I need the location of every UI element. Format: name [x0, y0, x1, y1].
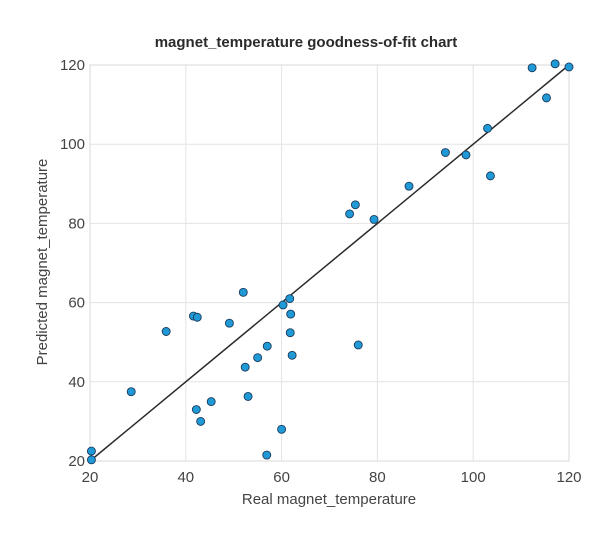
data-point — [440, 148, 450, 157]
data-point — [240, 362, 250, 372]
data-point — [350, 200, 360, 210]
fit-line-layer — [89, 64, 570, 462]
data-point — [126, 387, 136, 397]
x-tick-label: 100 — [461, 469, 486, 486]
y-tick-label: 80 — [68, 215, 85, 232]
y-tick-label: 40 — [68, 374, 85, 391]
x-axis-label: Real magnet_temperature — [242, 491, 416, 508]
data-point — [191, 405, 201, 414]
y-tick-label: 20 — [68, 453, 85, 470]
x-tick-label: 20 — [82, 469, 99, 486]
data-point — [485, 171, 495, 181]
data-point — [86, 446, 96, 456]
data-point — [550, 59, 560, 69]
data-point — [542, 93, 551, 103]
data-point — [345, 209, 355, 219]
data-point — [404, 181, 414, 191]
scatter-points — [86, 59, 574, 465]
data-point — [527, 63, 537, 73]
y-tick-label: 100 — [60, 136, 85, 153]
x-tick-label: 80 — [369, 469, 386, 486]
data-point — [278, 300, 288, 310]
data-point — [262, 450, 272, 460]
x-tick-label: 40 — [177, 469, 194, 486]
data-point — [192, 312, 202, 322]
data-point — [161, 327, 171, 336]
data-point — [286, 309, 296, 319]
data-point — [285, 328, 295, 338]
data-point — [461, 150, 471, 160]
data-point — [483, 123, 493, 133]
data-point — [285, 294, 295, 304]
data-point — [238, 287, 248, 297]
y-tick-label: 60 — [68, 295, 85, 312]
data-point — [262, 341, 272, 351]
data-point — [253, 353, 263, 363]
chart-title: magnet_temperature goodness-of-fit chart — [155, 34, 458, 51]
x-axis-ticks: 20 40 60 80 100 120 — [82, 469, 582, 486]
data-point — [206, 397, 216, 407]
data-point — [86, 455, 96, 465]
data-point — [196, 416, 206, 426]
data-point — [369, 214, 379, 224]
y-axis-ticks: 20 40 60 80 100 120 — [60, 57, 85, 470]
data-point — [353, 340, 363, 350]
data-point — [243, 392, 253, 401]
plot-frame — [89, 64, 570, 462]
plot-area-border — [89, 64, 570, 462]
data-point — [224, 318, 234, 328]
x-tick-label: 60 — [273, 469, 290, 486]
y-tick-label: 120 — [60, 57, 85, 74]
data-point — [287, 350, 297, 360]
data-point — [564, 62, 574, 72]
y-axis-label: Predicted magnet_temperature — [34, 159, 51, 366]
fit-line — [89, 64, 570, 462]
x-tick-label: 120 — [556, 469, 581, 486]
data-point — [277, 424, 287, 434]
